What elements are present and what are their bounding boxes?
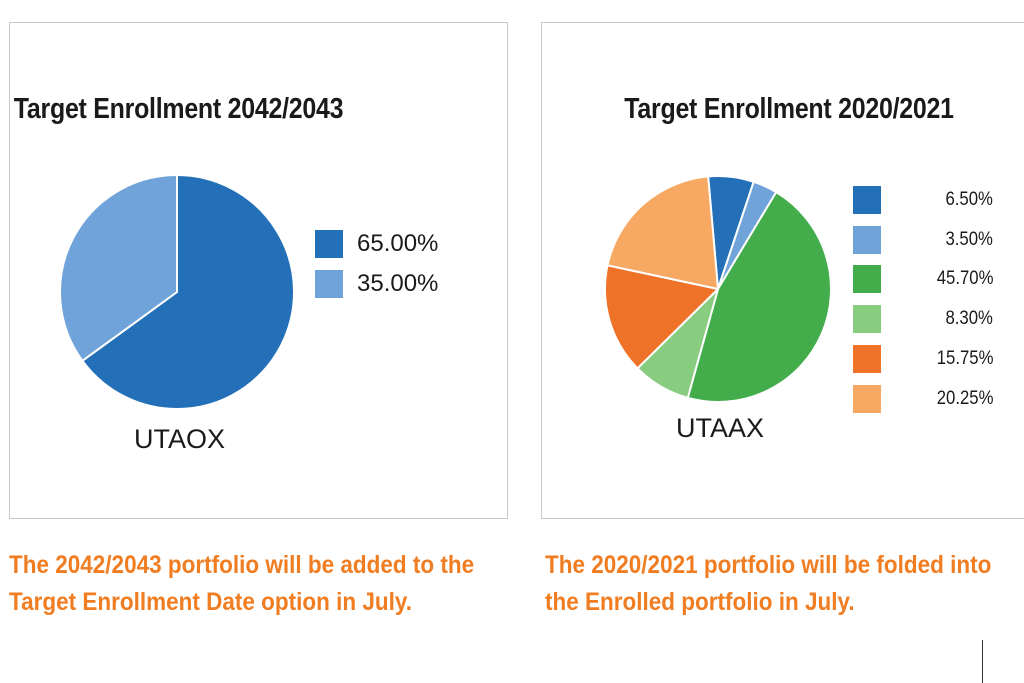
legend-item: 8.30%	[853, 299, 993, 339]
legend-item: 65.00%	[315, 224, 438, 264]
fund-ticker-label: UTAOX	[134, 424, 226, 454]
pie-slice-5	[604, 264, 719, 370]
chart-legend: 6.50% 3.50% 45.70% 8.30% 15.75% 20.25%	[853, 180, 993, 419]
legend-label: 15.75%	[936, 348, 993, 370]
caption-2042-2043: The 2042/2043 portfolio will be added to…	[9, 551, 475, 616]
legend-label: 8.30%	[945, 308, 993, 330]
legend-swatch	[853, 185, 881, 214]
legend-item: 35.00%	[315, 264, 438, 304]
chart-title: Target Enrollment 2042/2043	[13, 93, 344, 125]
chart-legend: 65.00% 35.00%	[315, 224, 438, 304]
legend-label: 65.00%	[357, 230, 439, 257]
chart-panel-2042-2043: Target Enrollment 2042/2043 UTAOX 65.00%…	[9, 22, 508, 519]
legend-swatch	[853, 305, 881, 334]
legend-label: 3.50%	[945, 228, 993, 250]
legend-item: 15.75%	[853, 339, 993, 379]
legend-swatch	[853, 345, 881, 374]
legend-label: 35.00%	[357, 270, 439, 297]
pie-chart	[604, 175, 832, 403]
pie-slice-3	[686, 191, 832, 403]
legend-label: 6.50%	[945, 188, 993, 210]
chart-panel-2020-2021: Target Enrollment 2020/2021 UTAAX 6.50% 3…	[541, 22, 1024, 519]
legend-item: 6.50%	[853, 180, 993, 220]
chart-title: Target Enrollment 2020/2021	[624, 93, 954, 125]
divider-line	[982, 640, 983, 683]
caption-2020-2021: The 2020/2021 portfolio will be folded i…	[545, 551, 992, 616]
pie-chart	[59, 174, 295, 410]
pie-slice-2	[59, 174, 178, 362]
legend-label: 20.25%	[936, 387, 993, 409]
legend-label: 45.70%	[936, 268, 993, 290]
legend-swatch	[853, 384, 881, 413]
pie-slice-6	[606, 175, 719, 290]
legend-swatch	[315, 230, 343, 258]
legend-swatch	[315, 270, 343, 298]
legend-swatch	[853, 265, 881, 294]
legend-item: 3.50%	[853, 220, 993, 260]
pie-slice-1	[81, 174, 295, 410]
legend-item: 45.70%	[853, 260, 993, 300]
legend-item: 20.25%	[853, 379, 993, 419]
fund-ticker-label: UTAAX	[676, 413, 765, 443]
legend-swatch	[853, 225, 881, 254]
